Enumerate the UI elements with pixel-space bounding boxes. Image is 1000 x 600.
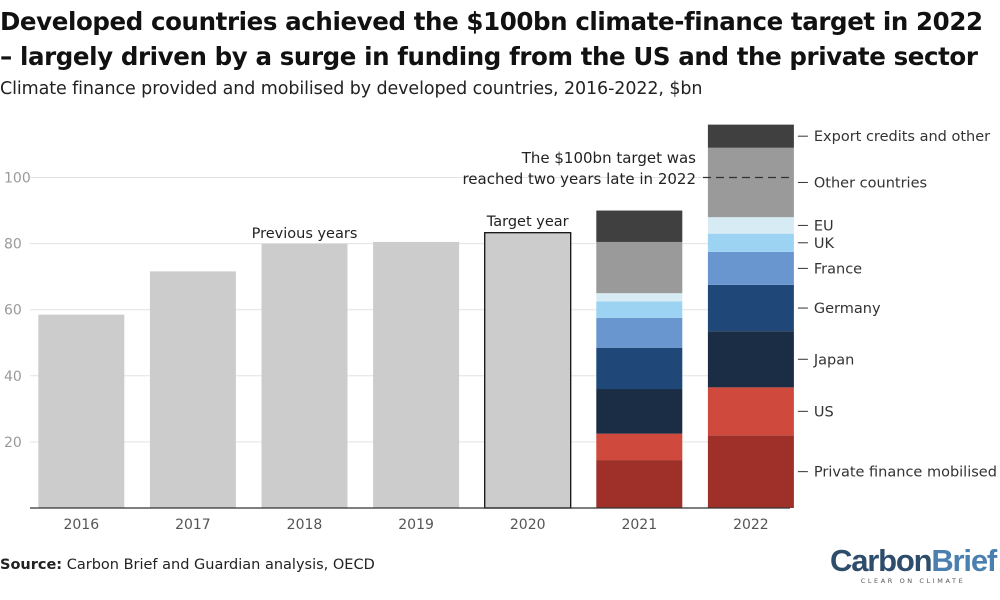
bar-2017 xyxy=(149,271,236,508)
y-tick-label: 100 xyxy=(4,171,31,187)
chart-subtitle: Climate finance provided and mobilised b… xyxy=(0,79,703,99)
bar-segment-2021-germany xyxy=(596,347,683,390)
legend-label: Other countries xyxy=(814,175,927,191)
source-note: Source: Carbon Brief and Guardian analys… xyxy=(0,557,375,573)
x-tick-label: 2020 xyxy=(510,517,546,533)
legend-label: France xyxy=(814,261,862,277)
bar-segment-2021-other-countries xyxy=(596,241,683,294)
bar-segment-2021-private-finance-mobilised xyxy=(596,460,683,508)
source-label: Source: xyxy=(0,557,63,573)
bar-segment-2022-france xyxy=(707,251,794,285)
bar-segment-2021-export-credits-and-other xyxy=(596,210,683,242)
bar-segment-2022-japan xyxy=(707,331,794,388)
bar-segment-2022-germany xyxy=(707,284,794,332)
bar-segment-2021-eu xyxy=(596,293,683,302)
annotation-target-note-line1: The $100bn target was xyxy=(521,149,696,167)
bar-segment-2021-us xyxy=(596,433,683,461)
x-tick-label: 2017 xyxy=(175,517,211,533)
y-tick-label: 40 xyxy=(4,369,22,385)
bar-segment-2021-japan xyxy=(596,389,683,434)
bar-segment-2022-us xyxy=(707,387,794,436)
carbon-brief-logo: CarbonBrief CLEAR ON CLIMATE xyxy=(830,543,997,585)
bar-2019 xyxy=(373,241,460,508)
bar-2016 xyxy=(38,314,125,508)
bar-segment-2022-other-countries xyxy=(707,147,794,218)
legend-label: Japan xyxy=(813,352,854,368)
logo-tagline: CLEAR ON CLIMATE xyxy=(860,577,966,585)
x-tick-label: 2016 xyxy=(63,517,99,533)
bar-segment-2021-france xyxy=(596,317,683,348)
bar-2020 xyxy=(484,232,572,509)
x-tick-label: 2019 xyxy=(398,517,434,533)
y-tick-label: 60 xyxy=(4,303,22,319)
y-tick-label: 20 xyxy=(4,435,22,451)
annotation-target-note-line2: reached two years late in 2022 xyxy=(462,170,696,188)
bar-segment-2022-export-credits-and-other xyxy=(707,124,794,148)
bar-segment-2022-eu xyxy=(707,217,794,234)
x-tick-label: 2022 xyxy=(733,517,769,533)
x-tick-label: 2018 xyxy=(287,517,323,533)
legend-label: US xyxy=(814,404,834,420)
source-text: Carbon Brief and Guardian analysis, OECD xyxy=(66,557,375,573)
bar-segment-2022-private-finance-mobilised xyxy=(707,435,794,508)
bar-2018 xyxy=(261,243,348,508)
legend-label: Germany xyxy=(814,301,881,317)
logo-text-brief: Brief xyxy=(931,543,997,578)
bar-segment-2021-uk xyxy=(596,301,683,318)
legend-label: EU xyxy=(814,218,834,234)
annotation-target-year: Target year xyxy=(486,214,569,230)
logo-text-carbon: Carbon xyxy=(830,543,933,578)
bar-segment-2022-uk xyxy=(707,233,794,252)
annotation-previous-years: Previous years xyxy=(252,226,358,242)
legend-label: Export credits and other xyxy=(814,129,990,145)
legend-label: UK xyxy=(814,236,835,252)
x-tick-label: 2021 xyxy=(621,517,657,533)
chart-title: Developed countries achieved the $100bn … xyxy=(0,7,983,71)
y-tick-label: 80 xyxy=(4,237,22,253)
legend-label: Private finance mobilised xyxy=(814,465,997,481)
